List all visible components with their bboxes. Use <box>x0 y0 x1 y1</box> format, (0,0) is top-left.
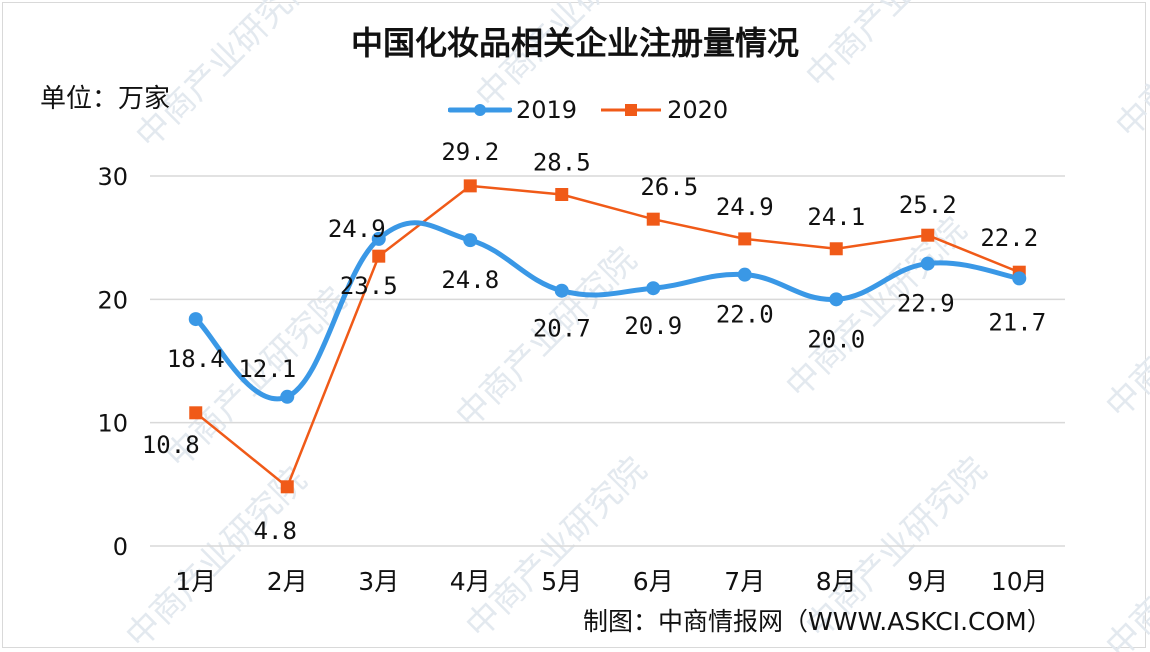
x-axis-ticks: 1月 2月 3月 4月 5月 6月 7月 8月 9月 10月 <box>175 567 1047 596</box>
x-tick-label-5: 5月 <box>541 567 582 596</box>
data-label-2020-6月: 26.5 <box>640 173 698 201</box>
data-label-2020-10月: 22.2 <box>980 224 1038 252</box>
watermark-text-7: 中商产业研究院 <box>1098 230 1150 427</box>
point-2020-3月 <box>372 249 386 263</box>
data-label-2019-3月: 24.9 <box>328 215 386 243</box>
point-2020-9月 <box>921 228 935 242</box>
chart-title: 中国化妆品相关企业注册量情况 <box>350 24 799 62</box>
data-labels-layer: 18.4 12.1 24.9 24.8 20.7 20.9 22.0 20.0 22.9 21.7… <box>142 138 1046 545</box>
x-tick-label-6: 6月 <box>633 567 674 596</box>
data-label-2020-3月: 23.5 <box>340 272 398 300</box>
data-label-2020-5月: 28.5 <box>533 149 591 177</box>
data-label-2020-8月: 24.1 <box>807 203 865 231</box>
x-tick-label-7: 7月 <box>724 567 765 596</box>
legend-item-2019: 2019 <box>448 96 577 124</box>
point-2020-2月 <box>280 480 294 494</box>
point-2019-7月 <box>737 267 752 282</box>
point-2020-6月 <box>646 212 660 226</box>
y-tick-label-20: 20 <box>97 286 128 314</box>
data-label-2019-6月: 20.9 <box>624 312 682 340</box>
point-2020-8月 <box>829 242 843 256</box>
data-label-2020-2月: 4.8 <box>254 517 297 545</box>
legend-label-2020: 2020 <box>667 96 729 124</box>
y-tick-label-30: 30 <box>97 163 128 191</box>
point-2020-7月 <box>738 232 752 246</box>
point-2019-2月 <box>280 389 295 404</box>
series-layer <box>188 179 1027 494</box>
y-tick-label-10: 10 <box>97 410 128 438</box>
x-tick-label-2: 2月 <box>267 567 308 596</box>
gridlines <box>150 175 1065 547</box>
legend-swatch-2019 <box>448 104 512 116</box>
x-tick-label-4: 4月 <box>450 567 491 596</box>
x-tick-label-3: 3月 <box>358 567 399 596</box>
data-label-2019-9月: 22.9 <box>897 290 955 318</box>
point-2019-6月 <box>646 281 661 296</box>
legend-label-2019: 2019 <box>516 96 578 124</box>
point-2019-4月 <box>463 233 478 248</box>
y-tick-label-0: 0 <box>113 533 128 561</box>
unit-label: 单位：万家 <box>40 84 171 114</box>
legend-item-2020: 2020 <box>599 96 728 124</box>
point-2019-5月 <box>554 283 569 298</box>
point-2019-1月 <box>188 312 203 327</box>
x-tick-label-9: 9月 <box>907 567 948 596</box>
data-label-2020-9月: 25.2 <box>899 191 957 219</box>
point-2019-10月 <box>1012 271 1027 286</box>
x-tick-label-10: 10月 <box>991 567 1048 596</box>
data-label-2020-1月: 10.8 <box>142 431 200 459</box>
x-tick-label-8: 8月 <box>816 567 857 596</box>
point-2019-3月 <box>371 231 386 246</box>
data-label-2020-7月: 24.9 <box>716 193 774 221</box>
series-line-2019 <box>193 220 1022 402</box>
point-2020-5月 <box>555 188 569 201</box>
data-label-2019-10月: 21.7 <box>988 308 1046 336</box>
point-2020-1月 <box>189 406 203 420</box>
series-line-2020 <box>194 184 1020 489</box>
source-credit: 制图：中商情报网（WWW.ASKCI.COM） <box>583 607 1052 636</box>
point-2019-9月 <box>920 256 935 271</box>
data-label-2019-5月: 20.7 <box>533 315 591 343</box>
point-2019-8月 <box>829 292 844 307</box>
data-label-2019-1月: 18.4 <box>167 345 225 373</box>
legend-swatch-2020 <box>601 104 662 116</box>
point-2020-4月 <box>463 179 477 193</box>
x-tick-label-1: 1月 <box>175 567 216 596</box>
y-axis-ticks: 0 10 20 30 <box>97 163 128 561</box>
data-label-2019-4月: 24.8 <box>441 266 499 294</box>
data-label-2019-2月: 12.1 <box>238 355 296 383</box>
data-label-2019-8月: 20.0 <box>807 325 865 353</box>
data-label-2019-7月: 22.0 <box>716 301 774 329</box>
watermark-text-11: 中商产业研究院 <box>1098 470 1150 652</box>
legend: 2019 2020 <box>448 94 728 126</box>
data-label-2020-4月: 29.2 <box>441 138 499 166</box>
